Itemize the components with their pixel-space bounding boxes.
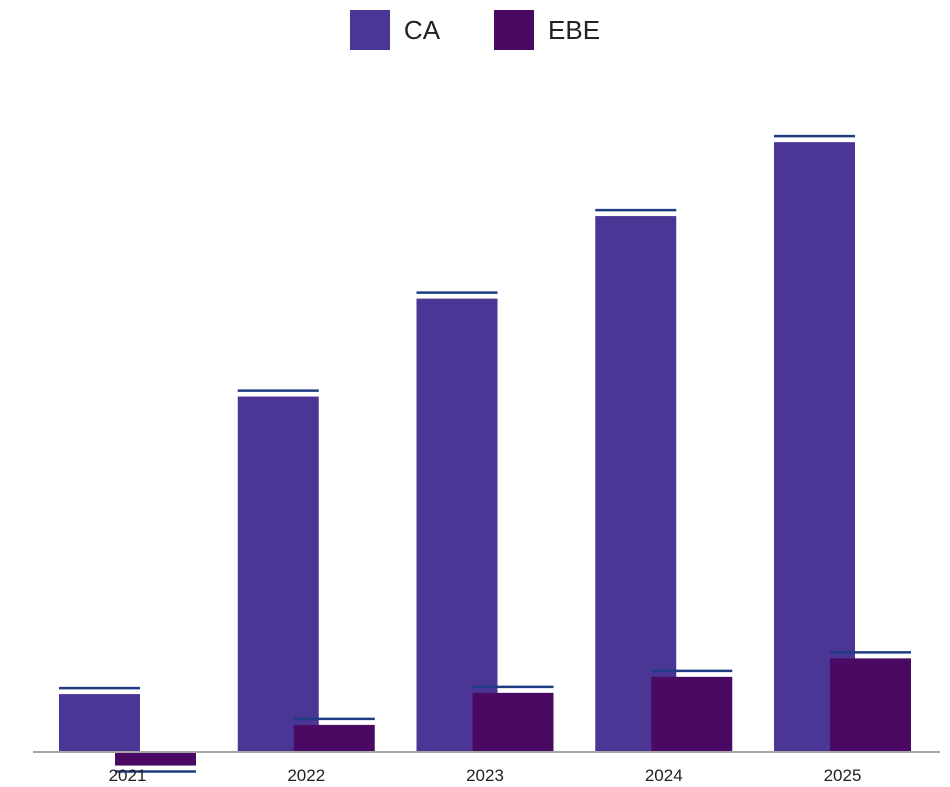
bar-ebe-2025[interactable] xyxy=(830,658,911,752)
x-tick-label-2023: 2023 xyxy=(466,766,504,785)
bar-ebe-2024[interactable] xyxy=(651,676,733,752)
bar-ca-2025[interactable] xyxy=(774,142,855,752)
bar-ca-2021[interactable] xyxy=(59,694,140,752)
bar-ebe-2021[interactable] xyxy=(115,752,196,766)
x-tick-label-2025: 2025 xyxy=(824,766,862,785)
bar-ebe-2023[interactable] xyxy=(472,692,554,752)
legend-item-ca[interactable]: CA xyxy=(349,10,441,50)
x-tick-label-2024: 2024 xyxy=(645,766,683,785)
bar-ca-2022[interactable] xyxy=(237,396,319,752)
bar-ca-2023[interactable] xyxy=(416,298,498,752)
bar-ca-2024[interactable] xyxy=(595,216,677,752)
x-tick-label-2021: 2021 xyxy=(109,766,147,785)
legend-swatch-ebe xyxy=(494,10,535,50)
bar-ebe-2022[interactable] xyxy=(293,724,375,752)
legend-item-ebe[interactable]: EBE xyxy=(494,10,600,50)
legend: CA EBE xyxy=(0,10,950,50)
legend-label-ebe: EBE xyxy=(548,14,601,45)
legend-swatch-ca xyxy=(349,10,390,50)
legend-label-ca: CA xyxy=(403,14,441,45)
x-tick-label-2022: 2022 xyxy=(287,766,325,785)
